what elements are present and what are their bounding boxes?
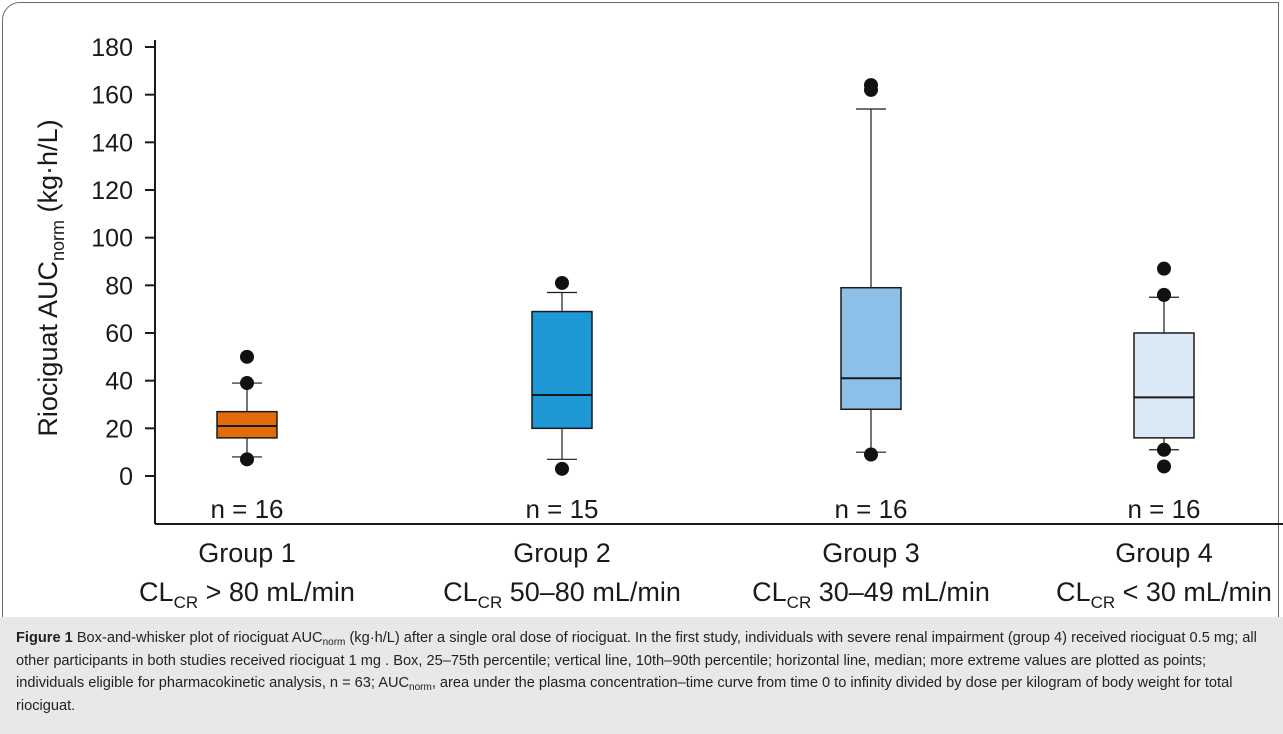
- iqr-box: [840, 286, 902, 411]
- box-plot-chart: 0 20 40 60 80 100 120 140 160 180 n = 16 Group 1 CL…: [33, 34, 1283, 612]
- y-tick-label: 180: [91, 34, 133, 62]
- group-name-label: Group 3: [822, 538, 920, 568]
- y-tick-label: 160: [91, 82, 133, 110]
- group-clcr-label: CLCR 30–49 mL/min: [752, 577, 990, 612]
- group-name-label: Group 2: [513, 538, 611, 568]
- group-name-label: Group 4: [1115, 538, 1213, 568]
- iqr-box: [1133, 332, 1195, 439]
- y-tick-label: 60: [105, 320, 133, 348]
- group-clcr-label: CLCR > 80 mL/min: [139, 577, 355, 612]
- caption-background: [0, 617, 1283, 734]
- y-tick-label: 20: [105, 415, 133, 443]
- y-axis-label: Riociguat AUCnorm (kg·h/L): [33, 119, 68, 436]
- outlier-point: [555, 461, 569, 476]
- outlier-point: [240, 376, 254, 391]
- caption-sub-1: norm: [322, 637, 346, 648]
- box-group: [840, 78, 902, 462]
- group-labels: n = 16 Group 1 CLCR > 80 mL/min n = 15 Group…: [139, 494, 1272, 612]
- outlier-point: [1157, 442, 1171, 457]
- caption-sub-2: norm: [409, 682, 432, 693]
- figure-caption: Figure 1 Box-and-whisker plot of riocigu…: [16, 627, 1271, 717]
- outlier-point: [240, 452, 254, 467]
- outlier-point: [864, 447, 878, 462]
- y-tick-label: 140: [91, 129, 133, 157]
- outlier-point: [864, 78, 878, 93]
- group-n-label: n = 15: [525, 494, 598, 524]
- outlier-point: [240, 349, 254, 364]
- iqr-box: [216, 410, 278, 439]
- y-tick-label: 0: [119, 463, 133, 491]
- iqr-box: [531, 310, 593, 430]
- caption-label: Figure 1: [16, 630, 73, 646]
- box-series: [216, 78, 1195, 476]
- group-n-label: n = 16: [210, 494, 283, 524]
- group-name-label: Group 1: [198, 538, 296, 568]
- group-n-label: n = 16: [834, 494, 907, 524]
- group-clcr-label: CLCR 50–80 mL/min: [443, 577, 681, 612]
- outlier-point: [1157, 459, 1171, 474]
- group-clcr-label: CLCR < 30 mL/min: [1056, 577, 1272, 612]
- caption-text-3: , area under the plasma concentration–ti…: [16, 675, 1233, 714]
- caption-text-2: (kg·h/L) after a single oral dose of rio…: [16, 630, 1257, 691]
- outlier-point: [555, 275, 569, 290]
- box-group: [216, 349, 278, 467]
- y-tick-label: 40: [105, 368, 133, 396]
- box-group: [531, 275, 593, 476]
- y-tick-label: 80: [105, 272, 133, 300]
- y-axis: 0 20 40 60 80 100 120 140 160 180: [91, 34, 156, 524]
- y-tick-label: 120: [91, 177, 133, 205]
- group-n-label: n = 16: [1127, 494, 1200, 524]
- y-tick-label: 100: [91, 225, 133, 253]
- outlier-point: [1157, 261, 1171, 276]
- box-group: [1133, 261, 1195, 474]
- outlier-point: [1157, 287, 1171, 302]
- caption-text-1: Box-and-whisker plot of riociguat AUC: [72, 630, 323, 646]
